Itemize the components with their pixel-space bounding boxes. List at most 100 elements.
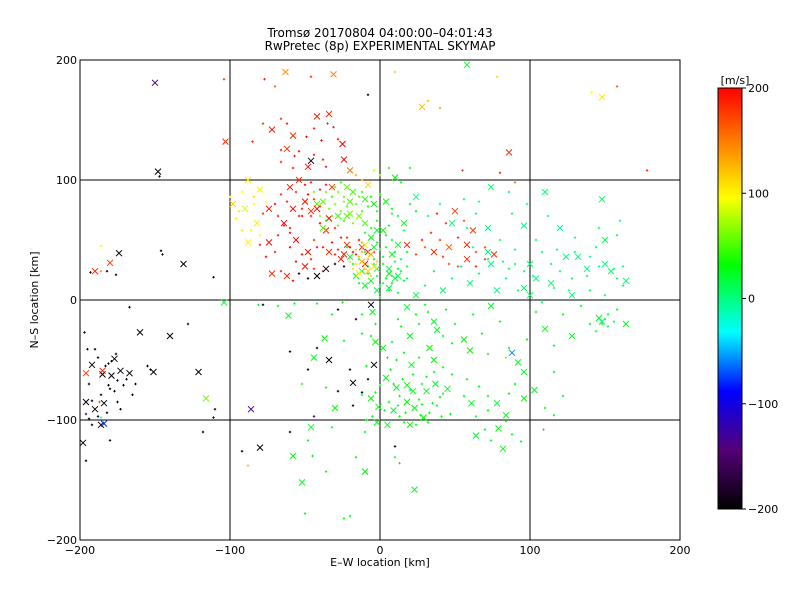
data-point xyxy=(234,217,238,220)
data-point xyxy=(128,306,131,309)
chart-title: Tromsø 20170804 04:00:00–04:01:43 xyxy=(266,26,492,40)
data-point xyxy=(276,234,280,237)
data-point xyxy=(229,200,237,208)
data-point xyxy=(585,274,589,278)
data-point xyxy=(342,517,346,520)
data-point xyxy=(252,195,256,198)
data-point xyxy=(336,308,340,311)
data-point xyxy=(374,391,377,394)
data-point xyxy=(361,241,369,249)
data-point xyxy=(375,260,379,263)
data-point xyxy=(513,382,517,386)
data-point xyxy=(438,396,442,399)
data-point xyxy=(385,265,393,273)
data-point xyxy=(541,325,549,333)
data-point xyxy=(264,255,268,258)
data-point xyxy=(333,226,337,230)
data-point xyxy=(293,154,296,158)
data-point xyxy=(387,289,391,292)
data-point xyxy=(444,222,448,225)
data-point xyxy=(381,282,385,285)
data-point xyxy=(450,373,454,376)
data-point xyxy=(88,361,96,369)
data-point xyxy=(369,274,373,278)
data-point xyxy=(84,412,88,416)
data-point xyxy=(615,85,619,88)
colorbar-label: [m/s] xyxy=(721,74,750,87)
data-point xyxy=(573,250,577,254)
data-point xyxy=(520,395,528,402)
data-point xyxy=(354,318,358,321)
data-point xyxy=(490,251,498,258)
data-point xyxy=(264,200,268,203)
data-point xyxy=(298,479,306,486)
data-point xyxy=(282,68,289,76)
data-point xyxy=(106,259,114,267)
data-point xyxy=(86,348,89,351)
data-point xyxy=(390,238,394,242)
data-point xyxy=(301,263,309,270)
data-point xyxy=(345,246,349,249)
data-point xyxy=(285,122,289,125)
data-point xyxy=(379,227,387,234)
data-point xyxy=(426,214,430,218)
data-point xyxy=(312,267,316,270)
data-point xyxy=(588,322,592,326)
data-point xyxy=(552,286,556,290)
data-point xyxy=(321,158,325,161)
data-point xyxy=(573,236,577,239)
data-point xyxy=(469,227,477,234)
data-point xyxy=(505,149,513,156)
data-point xyxy=(309,75,313,78)
data-point xyxy=(404,411,407,414)
data-point xyxy=(615,234,619,237)
data-point xyxy=(361,282,369,289)
data-point xyxy=(370,243,378,251)
data-point xyxy=(285,312,292,319)
data-point xyxy=(261,122,265,125)
y-tick-label: 100 xyxy=(56,174,77,187)
x-tick-label: −200 xyxy=(65,544,95,557)
data-point xyxy=(313,205,321,213)
data-point xyxy=(385,284,393,292)
data-point xyxy=(108,439,112,442)
data-point xyxy=(504,356,508,359)
data-point xyxy=(354,262,358,266)
data-point xyxy=(441,255,445,258)
data-point xyxy=(364,181,372,189)
data-point xyxy=(114,273,118,276)
data-point xyxy=(300,382,304,386)
data-point xyxy=(600,322,604,326)
data-point xyxy=(366,205,370,208)
data-point xyxy=(312,238,316,242)
colorbar-tick-label: 0 xyxy=(748,293,755,306)
data-point xyxy=(151,79,159,87)
data-point xyxy=(393,384,400,391)
data-point xyxy=(195,368,202,376)
data-point xyxy=(342,200,346,203)
data-point xyxy=(423,303,427,306)
data-point xyxy=(382,374,390,382)
data-point xyxy=(105,270,109,273)
data-point xyxy=(360,178,364,182)
data-point xyxy=(331,404,339,412)
data-point xyxy=(240,229,244,232)
data-point xyxy=(399,270,403,273)
data-point xyxy=(330,313,334,316)
data-point xyxy=(396,267,400,270)
data-point xyxy=(342,339,346,342)
data-point xyxy=(574,253,582,261)
data-point xyxy=(414,210,418,213)
data-point xyxy=(556,224,564,232)
data-point xyxy=(342,219,346,222)
data-point xyxy=(618,219,622,222)
data-point xyxy=(249,229,253,232)
data-point xyxy=(321,246,325,249)
data-point xyxy=(546,214,550,218)
data-point xyxy=(319,224,327,232)
data-point xyxy=(324,165,328,168)
data-point xyxy=(339,181,343,184)
data-point xyxy=(405,277,409,280)
data-point xyxy=(313,200,321,208)
data-point xyxy=(263,78,266,81)
